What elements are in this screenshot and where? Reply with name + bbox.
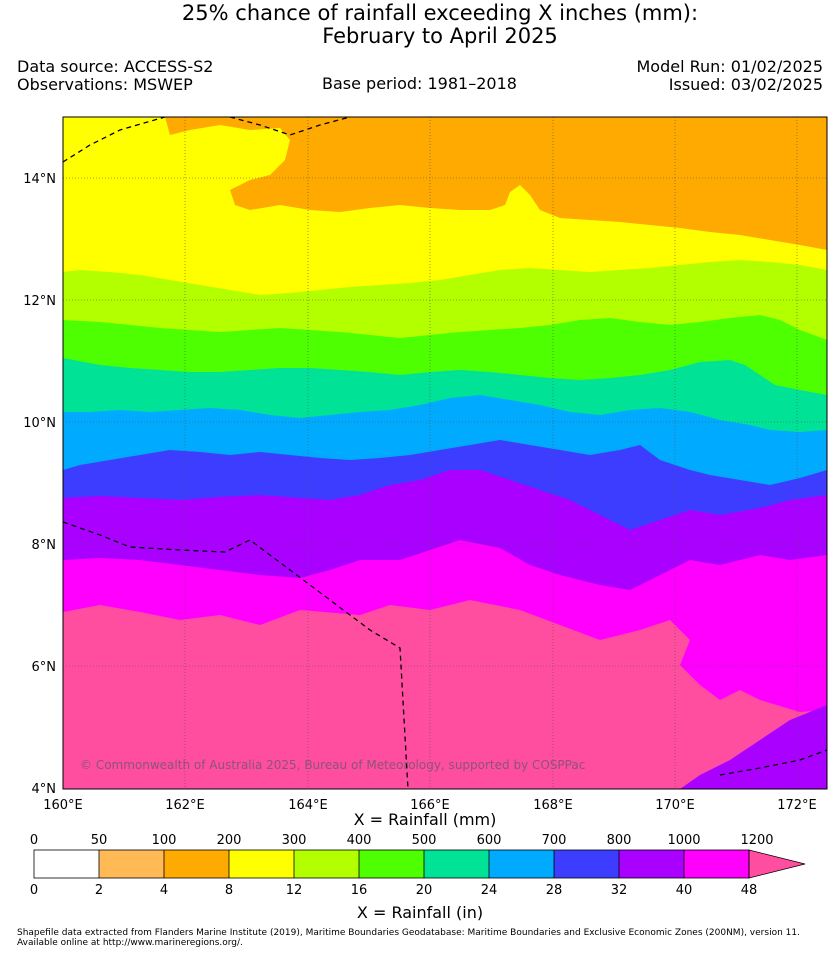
lat-axis-labels: 14°N 12°N 10°N 8°N 6°N 4°N xyxy=(23,172,56,797)
mm-tick-label: 600 xyxy=(477,833,502,848)
colorbar-in-labels: 0 2 4 8 12 16 20 24 28 32 40 48 xyxy=(30,883,757,898)
lon-label: 168°E xyxy=(533,798,573,813)
colorbar-segment xyxy=(554,850,619,878)
colorbar-segment xyxy=(684,850,749,878)
lon-label: 172°E xyxy=(777,798,817,813)
mm-tick-label: 0 xyxy=(30,833,38,848)
title-line-2: February to April 2025 xyxy=(322,24,558,48)
colorbar-segment xyxy=(424,850,489,878)
band-purple-south xyxy=(680,705,827,789)
band-orange xyxy=(165,117,827,250)
source-info: Data source: ACCESS-S2 Observations: MSW… xyxy=(17,58,213,94)
in-tick-label: 28 xyxy=(546,883,563,898)
colorbar-segment xyxy=(489,850,554,878)
mm-tick-label: 200 xyxy=(217,833,242,848)
mm-tick-label: 300 xyxy=(282,833,307,848)
lat-label: 6°N xyxy=(32,660,57,675)
colorbar-segment xyxy=(99,850,164,878)
in-tick-label: 2 xyxy=(95,883,103,898)
in-tick-label: 8 xyxy=(225,883,233,898)
map-frame xyxy=(62,116,828,790)
grid-lines xyxy=(63,117,827,789)
footer-line-2: Available online at http://www.marinereg… xyxy=(17,938,243,948)
colorbar-frame xyxy=(33,849,750,879)
footer-line-1: Shapefile data extracted from Flanders M… xyxy=(17,928,800,938)
rainfall-bands xyxy=(63,117,827,789)
in-tick-label: 0 xyxy=(30,883,38,898)
lon-label: 162°E xyxy=(165,798,205,813)
title-line-1: 25% chance of rainfall exceeding X inche… xyxy=(181,1,699,25)
lat-label: 14°N xyxy=(23,172,56,187)
lat-label: 4°N xyxy=(32,782,57,797)
lon-axis-labels: 160°E 162°E 164°E 166°E 168°E 170°E 172°… xyxy=(43,798,817,813)
colorbar-extend-arrow xyxy=(748,849,806,879)
in-tick-label: 40 xyxy=(676,883,693,898)
in-tick-label: 12 xyxy=(286,883,303,898)
mm-tick-label: 50 xyxy=(91,833,108,848)
colorbar xyxy=(33,849,806,879)
mm-tick-label: 1200 xyxy=(740,833,773,848)
lon-label: 166°E xyxy=(410,798,450,813)
observations-label: Observations: MSWEP xyxy=(17,75,193,94)
colorbar-segment xyxy=(164,850,229,878)
in-tick-label: 20 xyxy=(416,883,433,898)
base-period-label: Base period: 1981–2018 xyxy=(322,74,517,93)
mm-tick-label: 400 xyxy=(347,833,372,848)
in-tick-label: 24 xyxy=(481,883,498,898)
mm-tick-label: 100 xyxy=(152,833,177,848)
issued-label: Issued: 03/02/2025 xyxy=(668,75,823,94)
lat-label: 12°N xyxy=(23,294,56,309)
colorbar-mm-labels: 0 50 100 200 300 400 500 600 700 800 100… xyxy=(30,833,774,848)
mm-tick-label: 1000 xyxy=(667,833,700,848)
copyright-notice: © Commonwealth of Australia 2025, Bureau… xyxy=(80,758,586,772)
lon-label: 170°E xyxy=(655,798,695,813)
colorbar-segment xyxy=(229,850,294,878)
in-tick-label: 4 xyxy=(160,883,168,898)
chart-title: 25% chance of rainfall exceeding X inche… xyxy=(0,2,839,48)
model-run-label: Model Run: 01/02/2025 xyxy=(636,57,824,76)
x-axis-title: X = Rainfall (mm) xyxy=(353,810,497,829)
run-info: Model Run: 01/02/2025 Issued: 03/02/2025 xyxy=(637,58,824,94)
footer-attribution: Shapefile data extracted from Flanders M… xyxy=(17,928,827,948)
lon-label: 160°E xyxy=(43,798,83,813)
mm-tick-label: 700 xyxy=(542,833,567,848)
in-tick-label: 32 xyxy=(611,883,628,898)
in-tick-label: 48 xyxy=(741,883,758,898)
colorbar-segment xyxy=(359,850,424,878)
in-tick-label: 16 xyxy=(351,883,368,898)
lon-label: 164°E xyxy=(288,798,328,813)
colorbar-segment xyxy=(294,850,359,878)
colorbar-segment xyxy=(34,850,99,878)
mm-tick-label: 800 xyxy=(607,833,632,848)
mm-tick-label: 500 xyxy=(412,833,437,848)
eez-boundary xyxy=(63,117,827,789)
lat-label: 10°N xyxy=(23,416,56,431)
colorbar-segment xyxy=(619,850,684,878)
colorbar-title: X = Rainfall (in) xyxy=(356,903,484,922)
data-source-label: Data source: ACCESS-S2 xyxy=(17,57,214,76)
lat-label: 8°N xyxy=(32,538,57,553)
